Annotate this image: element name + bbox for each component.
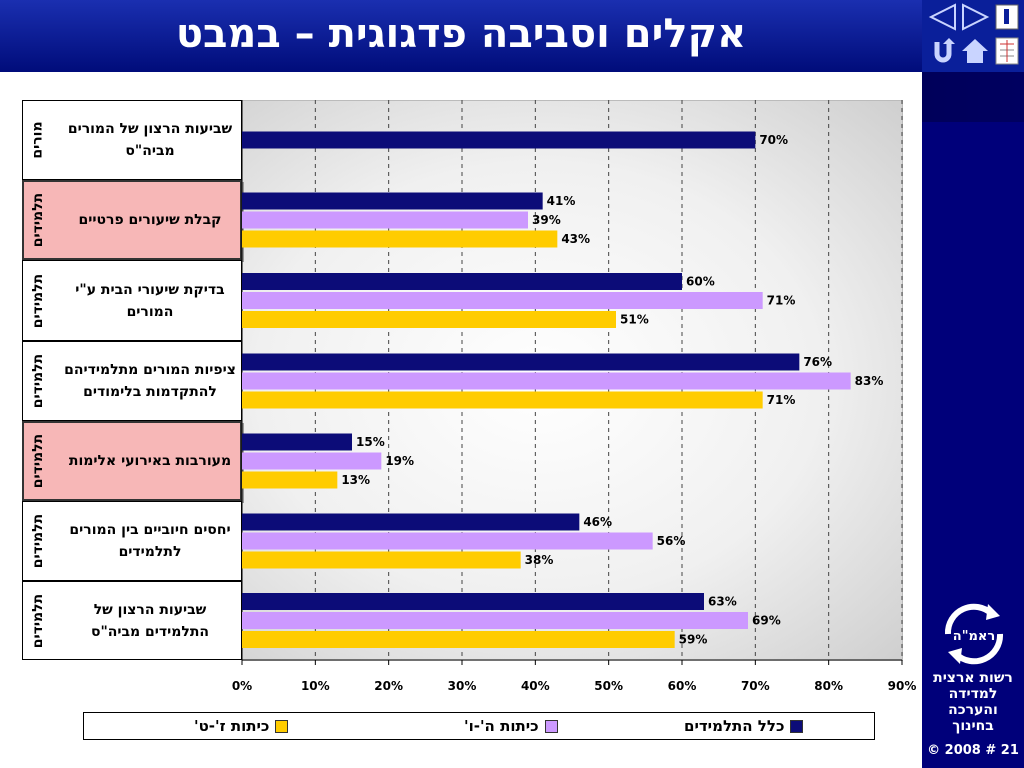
data-label: 60% [686, 275, 715, 289]
data-label: 38% [525, 553, 554, 567]
bar [242, 552, 521, 569]
data-label: 13% [341, 473, 370, 487]
bar [242, 453, 381, 470]
bar [242, 292, 763, 309]
data-label: 59% [679, 633, 708, 647]
bar [242, 132, 755, 149]
legend-item-all-students: כלל התלמידים [684, 717, 803, 735]
legend-swatch [545, 720, 558, 733]
data-label: 56% [657, 534, 686, 548]
bar [242, 533, 653, 550]
data-label: 63% [708, 595, 737, 609]
x-tick-label: 10% [301, 679, 330, 693]
legend-swatch [790, 720, 803, 733]
legend-swatch [275, 720, 288, 733]
data-label: 70% [759, 133, 788, 147]
legend-item-grade-7-8: כיתות ז'-ט' [194, 717, 288, 735]
x-tick-label: 20% [374, 679, 403, 693]
x-tick-label: 40% [521, 679, 550, 693]
x-tick-label: 90% [888, 679, 917, 693]
data-label: 71% [767, 393, 796, 407]
x-tick-label: 50% [594, 679, 623, 693]
bar [242, 472, 337, 489]
data-label: 76% [803, 355, 832, 369]
bar [242, 514, 579, 531]
data-label: 83% [855, 374, 884, 388]
data-label: 51% [620, 313, 649, 327]
legend-label: כלל התלמידים [684, 717, 784, 735]
bar [242, 392, 763, 409]
bar [242, 354, 799, 371]
x-tick-label: 80% [814, 679, 843, 693]
bar [242, 593, 704, 610]
bar [242, 193, 543, 210]
data-label: 69% [752, 614, 781, 628]
bar [242, 212, 528, 229]
data-label: 43% [561, 232, 590, 246]
x-tick-label: 60% [668, 679, 697, 693]
bar [242, 273, 682, 290]
legend-item-grade-5-6: כיתות ה'-ו' [464, 717, 558, 735]
x-tick-label: 30% [448, 679, 477, 693]
bar [242, 631, 675, 648]
data-label: 46% [583, 515, 612, 529]
bar [242, 231, 557, 248]
legend-label: כיתות ה'-ו' [464, 717, 539, 735]
data-label: 39% [532, 213, 561, 227]
legend-label: כיתות ז'-ט' [194, 717, 269, 735]
data-label: 15% [356, 435, 385, 449]
bar-chart: 0% 10% 20% 30% 40% 50% 60% 70% 80% 90% 70% 41% 39%43… [0, 0, 1024, 768]
data-label: 71% [767, 294, 796, 308]
chart-legend: כיתות ז'-ט' כיתות ה'-ו' כלל התלמידים [83, 712, 875, 740]
bar [242, 311, 616, 328]
data-label: 19% [385, 454, 414, 468]
bar [242, 612, 748, 629]
x-tick-label: 70% [741, 679, 770, 693]
bar [242, 373, 851, 390]
x-tick-label: 0% [232, 679, 252, 693]
data-label: 41% [547, 194, 576, 208]
bar [242, 434, 352, 451]
